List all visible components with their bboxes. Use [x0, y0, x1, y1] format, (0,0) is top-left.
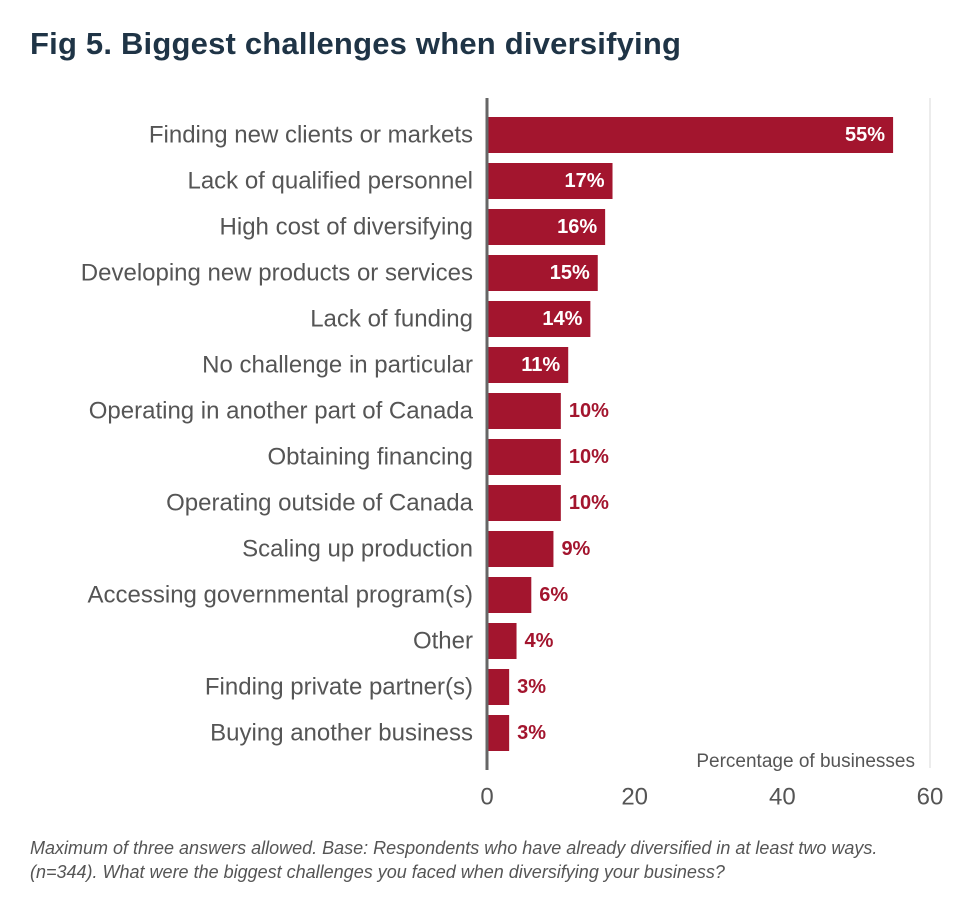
x-tick-label: 60	[917, 784, 944, 811]
value-labels-group: 55% 17% 16% 15% 14% 11% 10% 10% 10% 9% 6% 4% 3% 3%	[517, 124, 885, 744]
data-label: 15%	[550, 262, 590, 284]
x-tick-label: 40	[769, 784, 796, 811]
bar	[487, 117, 894, 153]
category-label: Developing new products or services	[81, 260, 473, 287]
data-label: 3%	[517, 676, 546, 698]
category-label: Finding new clients or markets	[149, 122, 473, 149]
bars-group	[487, 117, 894, 751]
bar	[487, 577, 532, 613]
chart-title: Fig 5. Biggest challenges when diversify…	[30, 26, 682, 61]
data-label: 55%	[845, 124, 885, 146]
data-label: 11%	[521, 354, 560, 376]
category-label: Operating outside of Canada	[166, 490, 474, 517]
bar	[487, 301, 591, 337]
data-label: 14%	[542, 308, 582, 330]
bar	[487, 715, 510, 751]
category-label: Buying another business	[210, 720, 473, 747]
data-label: 3%	[517, 722, 546, 744]
bar	[487, 347, 569, 383]
data-label: 6%	[539, 584, 568, 606]
category-label: Scaling up production	[242, 536, 473, 563]
bar	[487, 209, 606, 245]
x-axis-title: Percentage of businesses	[696, 751, 915, 772]
category-label: Finding private partner(s)	[205, 674, 473, 701]
footnote: Maximum of three answers allowed. Base: …	[30, 838, 878, 882]
data-label: 17%	[564, 170, 604, 192]
data-label: 10%	[569, 492, 609, 514]
bar	[487, 623, 517, 659]
bar-chart: Finding new clients or markets Lack of qu…	[81, 98, 943, 811]
category-label: No challenge in particular	[202, 352, 473, 379]
data-label: 9%	[561, 538, 590, 560]
category-label: Operating in another part of Canada	[89, 398, 474, 425]
data-label: 4%	[525, 630, 554, 652]
bar	[487, 669, 510, 705]
data-label: 16%	[557, 216, 597, 238]
data-label: 10%	[569, 446, 609, 468]
bar	[487, 439, 561, 475]
bar	[487, 531, 554, 567]
category-labels-group: Finding new clients or markets Lack of qu…	[81, 122, 474, 747]
category-label: Accessing governmental program(s)	[88, 582, 474, 609]
x-tick-label: 20	[621, 784, 648, 811]
bar	[487, 485, 561, 521]
category-label: Obtaining financing	[268, 444, 473, 471]
category-label: High cost of diversifying	[220, 214, 473, 241]
category-label: Other	[413, 628, 473, 655]
bar	[487, 255, 598, 291]
category-label: Lack of funding	[310, 306, 473, 333]
x-tick-label: 0	[480, 784, 493, 811]
category-label: Lack of qualified personnel	[187, 168, 473, 195]
bar	[487, 163, 613, 199]
x-axis-group: 0 20 40 60	[480, 98, 943, 811]
bar	[487, 393, 561, 429]
data-label: 10%	[569, 400, 609, 422]
